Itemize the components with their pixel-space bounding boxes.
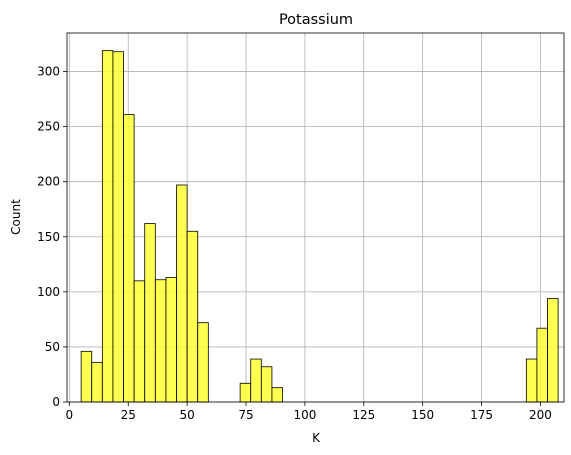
y-tick-label: 250 (37, 120, 60, 134)
histogram-bar (123, 114, 135, 403)
y-tick-label: 100 (37, 285, 60, 299)
histogram-bar (271, 387, 283, 403)
x-tick-label: 175 (470, 408, 493, 422)
histogram-bar (101, 50, 114, 403)
histogram-bar (133, 280, 146, 403)
x-tick-label: 50 (179, 408, 194, 422)
histogram-bar (536, 327, 548, 403)
histogram-bar (144, 223, 156, 403)
x-axis-ticks: 0 25 50 75 100 125 150 175 200 (66, 402, 552, 422)
y-tick-label: 150 (37, 230, 60, 244)
histogram-bar (186, 230, 199, 403)
histogram-bar (154, 279, 167, 403)
x-tick-label: 0 (66, 408, 74, 422)
histogram-bar (80, 350, 93, 403)
histogram-bar (525, 358, 538, 403)
histogram-bar (547, 298, 559, 403)
x-tick-label: 200 (529, 408, 552, 422)
histogram-bar (91, 361, 103, 403)
x-tick-label: 125 (352, 408, 375, 422)
histogram-bar (165, 277, 177, 403)
histogram-bar (260, 366, 273, 403)
chart-title: Potassium (279, 12, 353, 28)
histogram-bar (250, 358, 262, 403)
x-axis-label: K (312, 431, 321, 445)
bars (80, 50, 559, 403)
y-tick-label: 300 (37, 65, 60, 79)
histogram-bar (197, 322, 209, 403)
x-tick-label: 100 (293, 408, 316, 422)
x-tick-label: 25 (121, 408, 136, 422)
histogram-bar (112, 51, 124, 403)
x-tick-label: 75 (238, 408, 253, 422)
x-tick-label: 150 (411, 408, 434, 422)
y-tick-label: 0 (52, 395, 60, 409)
y-axis-ticks: 0 50 100 150 200 250 300 (37, 65, 67, 409)
y-tick-label: 200 (37, 175, 60, 189)
y-axis-label: Count (9, 199, 23, 235)
histogram-bar (176, 184, 188, 403)
y-tick-label: 50 (45, 340, 60, 354)
histogram-bar (239, 382, 252, 403)
plot-frame (66, 32, 565, 403)
